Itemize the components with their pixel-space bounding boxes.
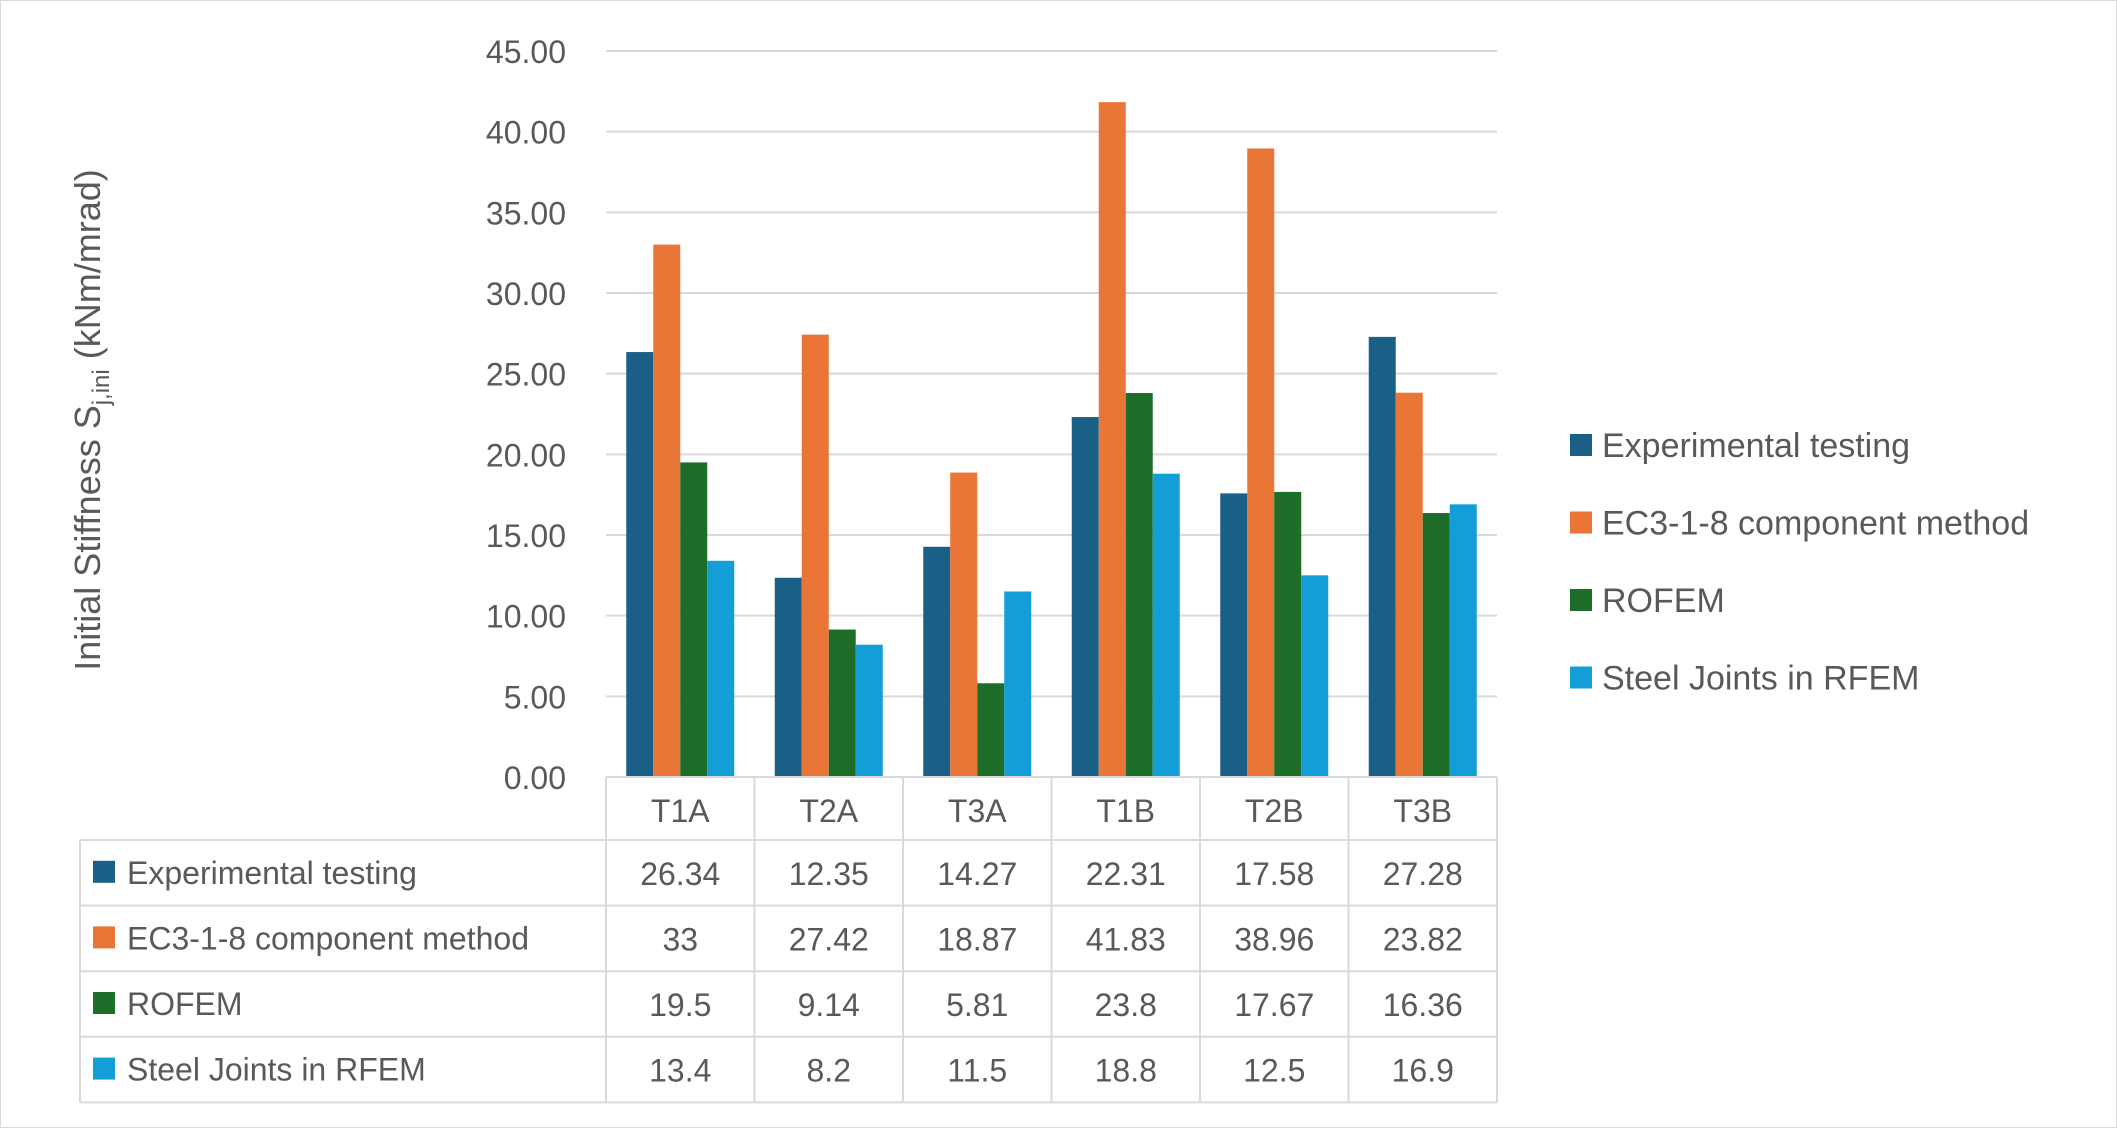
table-cell-value: 12.5 [1243, 1053, 1305, 1089]
bar-t2b-series-2 [1274, 491, 1302, 777]
legend-label: Experimental testing [1602, 427, 1910, 465]
y-tick-label: 5.00 [504, 679, 566, 715]
x-category-label: T1A [651, 793, 710, 829]
y-tick-label: 30.00 [486, 276, 566, 312]
bar-t3b-series-2 [1422, 513, 1450, 777]
y-axis-title: Initial Stiffness Sj,ini (kNm/mrad) [67, 169, 115, 670]
table-cell-value: 14.27 [937, 856, 1017, 892]
table-cell-value: 16.9 [1392, 1053, 1454, 1089]
y-tick-label: 10.00 [486, 599, 566, 635]
table-series-name: ROFEM [127, 986, 243, 1022]
bar-t3a-series-3 [1004, 591, 1032, 777]
bar-t1b-series-1 [1098, 102, 1126, 777]
gridlines [606, 50, 1497, 698]
bar-t1b-series-2 [1125, 393, 1153, 777]
bar-t1a-series-2 [680, 462, 708, 777]
table-cell-value: 8.2 [807, 1053, 851, 1089]
table-cell-value: 27.42 [789, 921, 869, 957]
table-legend-key [93, 1057, 115, 1080]
bar-t1b-series-0 [1071, 417, 1099, 777]
y-tick-label: 45.00 [486, 34, 566, 70]
legend: Experimental testing EC3-1-8 component me… [1570, 427, 2029, 698]
bars [626, 102, 1477, 778]
y-axis-ticks: 0.00 5.00 10.00 15.00 20.00 25.00 30.00 35.00 40… [486, 34, 566, 796]
table-cell-value: 17.58 [1234, 856, 1314, 892]
bar-t3a-series-2 [977, 683, 1005, 777]
table-cell-value: 38.96 [1234, 921, 1314, 957]
table-cell-value: 13.4 [649, 1053, 711, 1089]
table-cell-value: 17.67 [1234, 987, 1314, 1023]
bar-t1a-series-3 [707, 560, 735, 777]
legend-key [1570, 434, 1592, 456]
bar-t3b-series-0 [1368, 336, 1396, 777]
x-category-label: T2B [1245, 793, 1304, 829]
table-cell-value: 23.8 [1095, 987, 1157, 1023]
x-category-label: T1B [1096, 793, 1155, 829]
bar-t2a-series-2 [828, 629, 856, 777]
table-series-name: EC3-1-8 component method [127, 920, 529, 956]
table-legend-key [93, 860, 115, 883]
table-cell-value: 33 [662, 921, 698, 957]
table-cell-value: 9.14 [798, 987, 860, 1023]
x-category-label: T3B [1393, 793, 1452, 829]
table-series-name: Experimental testing [127, 855, 417, 891]
table-cell-value: 27.28 [1383, 856, 1463, 892]
table-cell-value: 19.5 [649, 987, 711, 1023]
y-tick-label: 25.00 [486, 357, 566, 393]
y-tick-label: 0.00 [504, 760, 566, 796]
table-legend-key [93, 992, 115, 1014]
bar-t3a-series-0 [923, 546, 951, 777]
table-cell-value: 5.81 [946, 987, 1008, 1023]
table-series-name: Steel Joints in RFEM [127, 1052, 426, 1088]
x-category-label: T3A [948, 793, 1007, 829]
bar-t3b-series-1 [1395, 392, 1423, 777]
table-cell-value: 18.8 [1095, 1053, 1157, 1089]
legend-key [1570, 666, 1592, 689]
table-cell-value: 23.82 [1383, 921, 1463, 957]
table-cell-value: 41.83 [1086, 921, 1166, 957]
x-category-label: T2A [799, 793, 858, 829]
legend-key [1570, 511, 1592, 534]
bar-t3a-series-1 [950, 472, 978, 777]
y-tick-label: 40.00 [486, 115, 566, 151]
bar-t1a-series-0 [626, 352, 654, 777]
table-cell-value: 12.35 [789, 856, 869, 892]
table-cell-value: 22.31 [1086, 856, 1166, 892]
legend-label: ROFEM [1602, 582, 1725, 620]
y-tick-label: 15.00 [486, 518, 566, 554]
y-axis-title-subscript: j,ini [88, 369, 115, 406]
table-cell-value: 11.5 [947, 1053, 1007, 1089]
legend-label: EC3-1-8 component method [1602, 505, 2029, 543]
bar-t2a-series-0 [774, 577, 802, 777]
bar-t3b-series-3 [1449, 504, 1477, 777]
bar-t2b-series-3 [1301, 575, 1329, 777]
bar-t2b-series-0 [1220, 493, 1248, 777]
bar-t2a-series-1 [801, 334, 829, 777]
y-tick-label: 35.00 [486, 195, 566, 231]
bar-t1b-series-3 [1152, 473, 1180, 777]
bar-t2a-series-3 [855, 644, 883, 777]
legend-key [1570, 589, 1592, 611]
table-cell-value: 16.36 [1383, 987, 1463, 1023]
table-legend-key [93, 926, 115, 949]
table-cell-value: 26.34 [640, 856, 720, 892]
y-axis-title-prefix: Initial Stiffness S [67, 405, 108, 670]
data-table: T1A T2A T3A T1B T2B T3B Experimental testing 26… [79, 776, 1498, 1104]
y-tick-label: 20.00 [486, 437, 566, 473]
table-cell-value: 18.87 [937, 921, 1017, 957]
legend-label: Steel Joints in RFEM [1602, 660, 1919, 698]
bar-t2b-series-1 [1247, 148, 1275, 778]
y-axis-title-suffix: (kNm/mrad) [67, 169, 108, 369]
bar-t1a-series-1 [653, 244, 681, 778]
